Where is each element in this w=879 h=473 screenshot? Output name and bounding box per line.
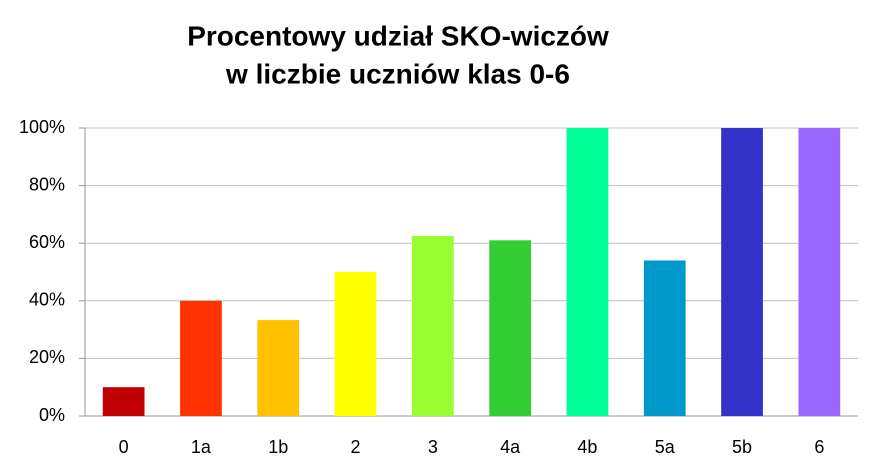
x-tick-label: 4a xyxy=(500,437,521,457)
bar xyxy=(566,128,609,416)
y-tick-label: 60% xyxy=(29,232,65,252)
bar xyxy=(721,128,763,416)
bar xyxy=(257,320,300,416)
y-tick-label: 40% xyxy=(29,290,65,310)
y-tick-label: 80% xyxy=(29,174,65,194)
x-tick-label: 3 xyxy=(428,437,438,457)
x-tick-label: 4b xyxy=(577,437,597,457)
x-tick-label: 5b xyxy=(732,437,752,457)
y-tick-label: 100% xyxy=(19,117,65,137)
bar xyxy=(643,260,686,416)
chart-title: w liczbie uczniów klas 0-6 xyxy=(225,58,570,89)
bar xyxy=(102,387,145,416)
x-tick-label: 5a xyxy=(655,437,676,457)
bar xyxy=(798,128,841,416)
x-tick-label: 2 xyxy=(351,437,361,457)
bar xyxy=(489,240,532,416)
x-tick-label: 0 xyxy=(119,437,129,457)
chart-title: Procentowy udział SKO-wiczów xyxy=(187,20,609,51)
bar xyxy=(180,300,222,416)
y-tick-label: 0% xyxy=(39,405,65,425)
bar xyxy=(334,272,377,416)
x-tick-label: 6 xyxy=(814,437,824,457)
bar xyxy=(411,236,454,416)
x-tick-label: 1b xyxy=(268,437,288,457)
x-tick-label: 1a xyxy=(191,437,212,457)
y-tick-label: 20% xyxy=(29,347,65,367)
